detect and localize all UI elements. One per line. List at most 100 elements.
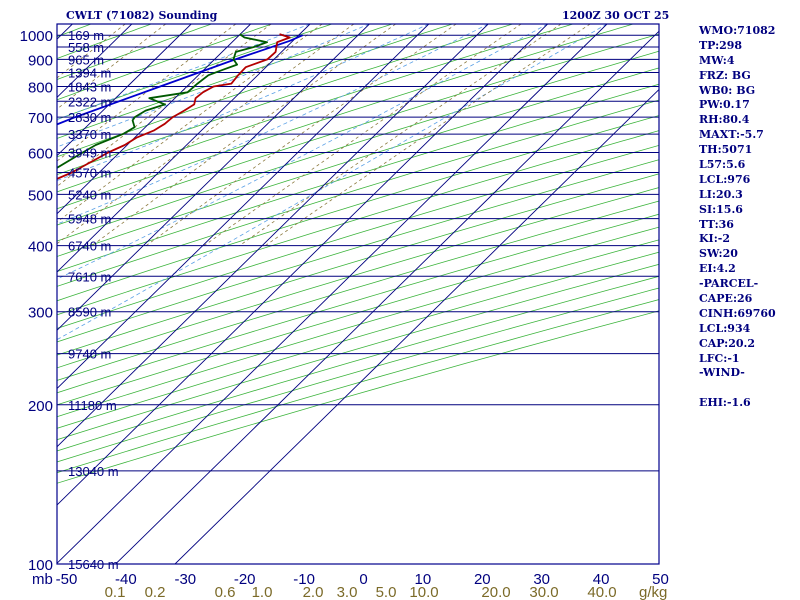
dry-adiabat [57, 173, 659, 356]
index-line [699, 381, 799, 396]
height-label: 9740 m [68, 347, 111, 362]
index-line: LCL:934 [699, 321, 751, 335]
mixing-ratio-label: 5.0 [376, 584, 397, 600]
temperature-tick-label: 10 [415, 571, 432, 588]
dry-adiabat [57, 275, 659, 452]
isotherm [174, 88, 659, 564]
index-line: -PARCEL- [699, 277, 759, 291]
dry-adiabat [57, 263, 659, 441]
mixing-ratio-line [91, 24, 396, 246]
index-line: LI:20.3 [699, 187, 743, 201]
dewpoint-profile [57, 33, 268, 169]
isotherm [57, 24, 311, 273]
temperature-tick-label: 0 [359, 571, 367, 588]
mixing-ratio-line [145, 24, 457, 246]
temperature-tick-label: -10 [293, 571, 315, 588]
plot-frame [56, 23, 660, 565]
dry-adiabat [57, 213, 659, 394]
mixing-ratio-label: 0.2 [145, 584, 166, 600]
dry-adiabat [57, 24, 272, 101]
index-line: -WIND- [699, 366, 745, 380]
chart-labels: 15640 m 13040 m 11180 m 9740 m 8590 m 7610 m 6… [20, 28, 669, 600]
dry-adiabat [57, 99, 659, 287]
dry-adiabat [57, 239, 659, 418]
index-line: MW:4 [699, 53, 735, 67]
mixing-ratio-label: 0.1 [105, 584, 126, 600]
mixing-ratio-line [57, 24, 237, 162]
height-label: 1843 m [68, 80, 111, 95]
mixing-ratio-label: 30.0 [529, 584, 558, 600]
isotherm [0, 24, 13, 564]
dry-adiabat [57, 187, 659, 369]
temperature-tick-label: -40 [115, 571, 137, 588]
index-line: WB0: BG [699, 83, 756, 97]
index-line: EHI:-1.6 [699, 396, 751, 410]
moist-adiabat [57, 24, 429, 182]
index-line: RH:80.4 [699, 113, 750, 127]
dry-adiabat [57, 130, 659, 316]
dry-adiabat [57, 226, 659, 406]
height-label: 169 m [68, 28, 104, 43]
dry-adiabat [57, 24, 212, 80]
mixing-ratio-label: 10.0 [409, 584, 438, 600]
parcel-path [57, 34, 304, 126]
index-line: EI:4.2 [699, 262, 736, 276]
isotherm [115, 30, 659, 564]
pressure-label: 100 [28, 557, 53, 574]
index-line: SI:15.6 [699, 202, 743, 216]
index-line: CAPE:26 [699, 292, 753, 306]
dry-adiabat [57, 50, 659, 242]
mixing-ratio-label: 20.0 [481, 584, 510, 600]
index-line: CINH:69760 [699, 306, 776, 320]
dry-adiabat [57, 144, 659, 329]
height-label: 7610 m [68, 269, 111, 284]
sounding-time: 1200Z 30 OCT 25 [562, 9, 670, 22]
mixing-ratio-label: 1.0 [252, 584, 273, 600]
height-label: 3949 m [68, 146, 111, 161]
index-line: MAXT:-5.7 [699, 128, 764, 142]
isotherm [57, 24, 548, 506]
pressure-label: 900 [28, 52, 53, 69]
moist-adiabat [57, 24, 370, 148]
pressure-label: 700 [28, 110, 53, 127]
index-line: TH:5071 [699, 143, 753, 157]
mixing-ratio-label: 40.0 [587, 584, 616, 600]
mixing-ratio-unit-label: g/kg [639, 584, 667, 600]
dry-adiabat [57, 299, 659, 474]
height-label: 558 m [68, 40, 104, 55]
dry-adiabat [57, 24, 453, 158]
mixing-ratio-line [203, 24, 522, 246]
dry-adiabat [57, 67, 659, 257]
height-label: 15640 m [68, 557, 119, 572]
sounding-profiles [57, 33, 304, 180]
index-line: L57:5.6 [699, 158, 746, 172]
temperature-tick-label: 40 [593, 571, 610, 588]
chart-grid [0, 24, 659, 564]
pressure-label: 1000 [20, 28, 53, 45]
mixing-ratio-label: 2.0 [303, 584, 324, 600]
isotherm [57, 24, 608, 564]
temperature-tick-label: 30 [533, 571, 550, 588]
chart-background [57, 24, 659, 564]
sounding-title: CWLT (71082) Sounding [66, 9, 218, 22]
pressure-unit-label: mb [32, 571, 53, 588]
temperature-tick-label: -20 [234, 571, 256, 588]
index-line: TP:298 [699, 38, 743, 52]
index-line: LCL:976 [699, 172, 751, 186]
height-label: 5240 m [68, 187, 111, 202]
index-line: SW:20 [699, 247, 738, 261]
isotherm [57, 24, 370, 331]
index-line: FRZ: BG [699, 68, 751, 82]
pressure-label: 300 [28, 305, 53, 322]
dry-adiabat [57, 159, 659, 343]
index-panel: WMO:71082 TP:298 MW:4 FRZ: BG WB0: BG PW:0.17… [699, 24, 799, 411]
height-label: 2830 m [68, 110, 111, 125]
moist-adiabat [57, 24, 608, 341]
dry-adiabat [57, 310, 659, 484]
mixing-ratio-line [265, 24, 591, 246]
height-label: 13040 m [68, 464, 119, 479]
height-label: 3370 m [68, 127, 111, 142]
pressure-label: 200 [28, 398, 53, 415]
mixing-ratio-line [57, 24, 323, 223]
dry-adiabat [57, 24, 574, 193]
